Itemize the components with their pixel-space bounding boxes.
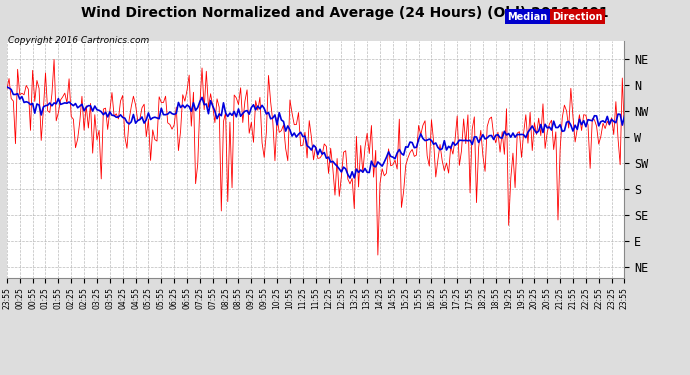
Text: Wind Direction Normalized and Average (24 Hours) (Old) 20160401: Wind Direction Normalized and Average (2… xyxy=(81,6,609,20)
Text: Copyright 2016 Cartronics.com: Copyright 2016 Cartronics.com xyxy=(8,36,150,45)
Text: Direction: Direction xyxy=(552,12,602,22)
Text: Median: Median xyxy=(507,12,547,22)
